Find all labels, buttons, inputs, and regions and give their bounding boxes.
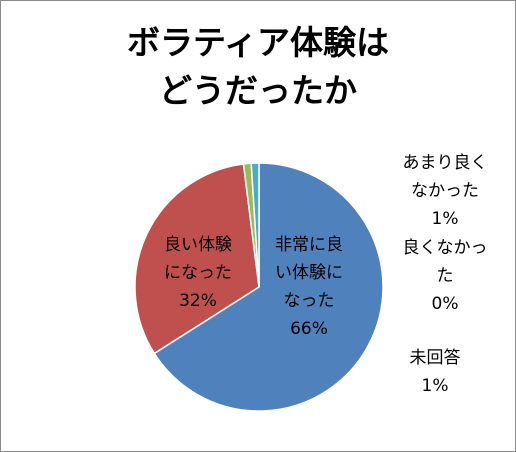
- slice-label-very-good: 非常に良 い体験に なった 66%: [259, 231, 359, 343]
- slice-label-not-good-line-1: 良くなかっ: [402, 238, 488, 258]
- slice-label-very-good-line-2: い体験に: [275, 263, 343, 283]
- slice-percent-not-very-good: 1%: [431, 209, 459, 229]
- pie-slices: [134, 162, 384, 412]
- slice-label-good-line-2: になった: [164, 263, 232, 283]
- pie-slice-very-good: [153, 162, 384, 412]
- slice-label-no-answer: 未回答 1%: [385, 344, 485, 400]
- slice-label-very-good-line-1: 非常に良: [275, 235, 343, 255]
- chart-title: ボラティア体験は どうだったか: [1, 19, 515, 115]
- slice-label-not-good: 良くなかっ た 0%: [385, 234, 505, 318]
- slice-percent-very-good: 66%: [290, 319, 328, 339]
- slice-percent-not-good: 0%: [431, 294, 459, 314]
- slice-label-good: 良い体験 になった 32%: [153, 231, 243, 315]
- pie-slice-no-answer: [250, 162, 260, 288]
- slice-label-no-answer-line-1: 未回答: [409, 348, 461, 368]
- chart-title-line-1: ボラティア体験は: [126, 23, 390, 62]
- slice-label-good-line-1: 良い体験: [164, 235, 232, 255]
- slice-label-not-good-line-2: た: [436, 266, 454, 286]
- slice-percent-good: 32%: [179, 291, 217, 311]
- slice-label-not-very-good: あまり良く なかった 1%: [385, 149, 505, 233]
- chart-title-line-2: どうだったか: [159, 71, 357, 110]
- slice-label-very-good-line-3: なった: [283, 291, 335, 311]
- slice-label-not-very-good-line-1: あまり良く: [402, 153, 488, 173]
- pie-slice-good: [134, 163, 260, 355]
- slice-label-not-very-good-line-2: なかった: [411, 181, 479, 201]
- slice-percent-no-answer: 1%: [421, 376, 449, 396]
